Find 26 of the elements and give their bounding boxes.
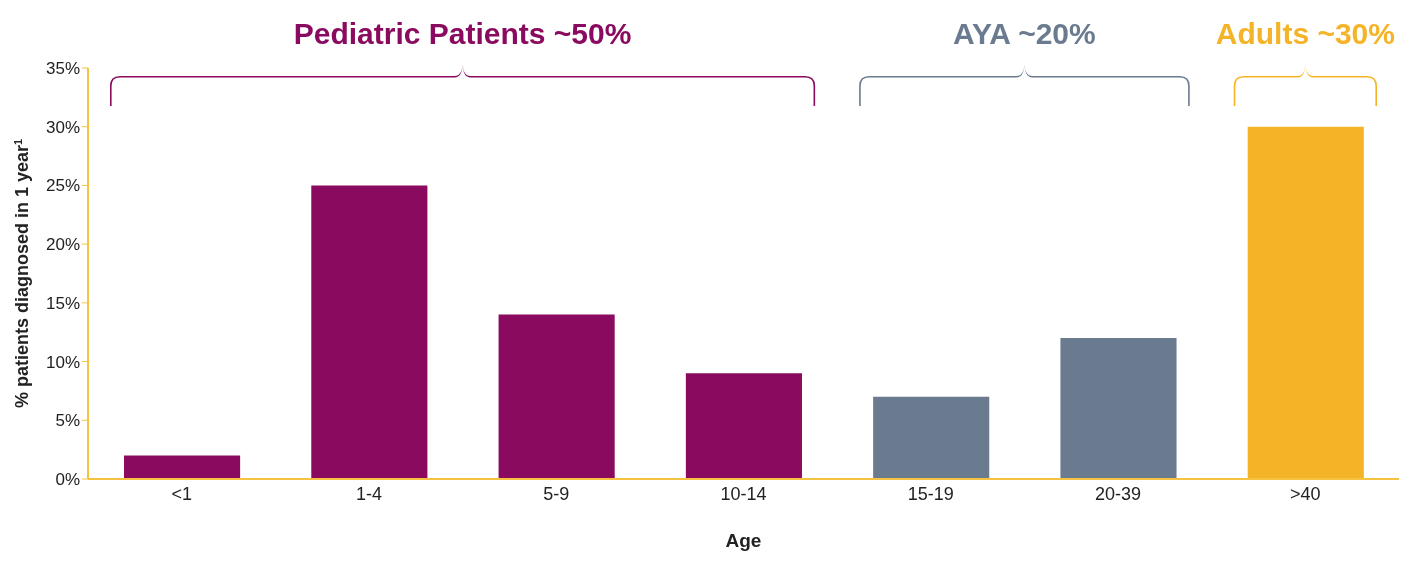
x-tick-label: <1	[171, 483, 192, 504]
x-tick-label: 10-14	[720, 483, 767, 504]
y-tick-label: 20%	[45, 235, 80, 255]
bar	[124, 455, 241, 479]
text: Adults ~30%	[1215, 17, 1395, 50]
y-tick-label: 15%	[45, 293, 80, 313]
bar	[311, 185, 428, 479]
bar	[1247, 126, 1364, 479]
x-tick-label: 5-9	[543, 483, 570, 504]
y-tick-label: 5%	[55, 411, 80, 431]
y-tick-label: 10%	[45, 352, 80, 372]
y-tick-label: 25%	[45, 176, 80, 196]
y-tick-label: 0%	[55, 470, 80, 490]
bar	[498, 314, 615, 479]
y-tick-label: 35%	[45, 59, 80, 79]
bar	[1060, 338, 1177, 479]
bar	[873, 396, 990, 479]
bar	[685, 373, 802, 479]
x-tick-label: 15-19	[907, 483, 954, 504]
text: Pediatric Patients ~50%	[293, 17, 632, 50]
text: AYA ~20%	[953, 17, 1096, 50]
x-tick-label: >40	[1290, 483, 1321, 504]
y-tick-label: 30%	[45, 117, 80, 137]
x-tick-label: 1-4	[355, 483, 382, 504]
x-axis-title: Age	[725, 530, 762, 551]
x-tick-label: 20-39	[1095, 483, 1142, 504]
